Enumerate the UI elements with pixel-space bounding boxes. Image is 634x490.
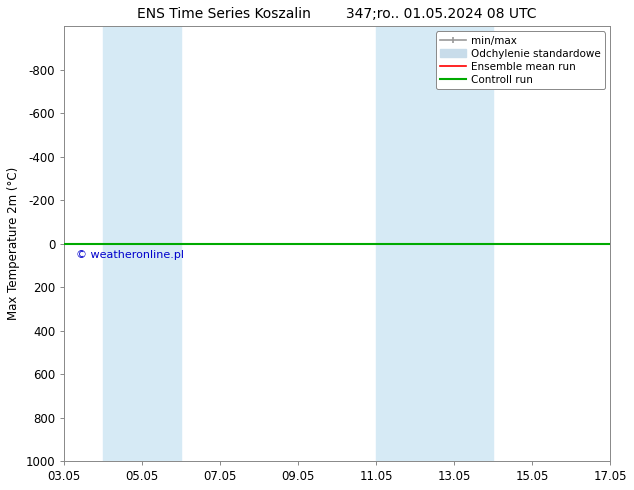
Title: ENS Time Series Koszalin        347;ro.. 01.05.2024 08 UTC: ENS Time Series Koszalin 347;ro.. 01.05.… [138,7,537,21]
Text: © weatheronline.pl: © weatheronline.pl [76,250,184,260]
Legend: min/max, Odchylenie standardowe, Ensemble mean run, Controll run: min/max, Odchylenie standardowe, Ensembl… [436,31,605,89]
Bar [376,26,493,461]
Bar [103,26,181,461]
Y-axis label: Max Temperature 2m (°C): Max Temperature 2m (°C) [7,167,20,320]
